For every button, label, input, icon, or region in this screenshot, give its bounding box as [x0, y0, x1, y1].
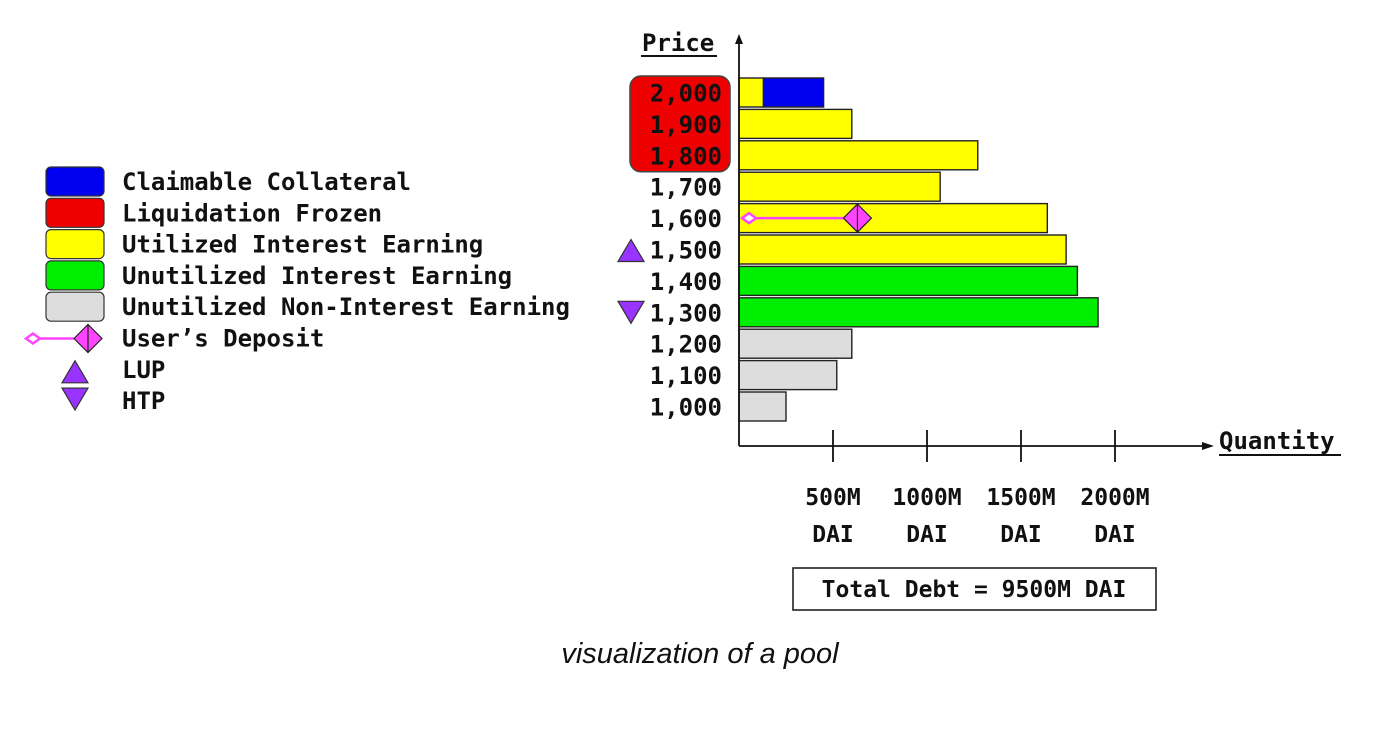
legend-item-utilized: Utilized Interest Earning	[45, 229, 483, 260]
legend-item-frozen: Liquidation Frozen	[45, 197, 382, 228]
pool-chart: 2,000 1,900 1,800 1,700 1,600 1,500 1,400 1,300…	[616, 29, 1341, 611]
markers-layer	[616, 203, 873, 325]
y-axis-arrow-icon	[735, 34, 743, 44]
x-tick-unit-1000m: DAI	[906, 522, 948, 548]
price-label-1-700: 1,700	[650, 174, 722, 202]
x-axis-arrow-icon	[1202, 442, 1214, 450]
price-label-1-400: 1,400	[650, 268, 722, 296]
x-axis-title: Quantity	[1219, 427, 1335, 455]
legend-label-claimable: Claimable Collateral	[122, 168, 411, 196]
total-debt-frame	[792, 567, 1157, 611]
legend-label-htp: HTP	[122, 387, 165, 415]
legend-label-utilized: Utilized Interest Earning	[122, 231, 483, 259]
legend-item-noninterest: Unutilized Non-Interest Earning	[45, 291, 570, 322]
bars-layer	[738, 77, 1099, 422]
price-label-1-200: 1,200	[650, 331, 722, 359]
legend: Claimable Collateral Liquidation Frozen Ut…	[23, 166, 570, 415]
legend-item-htp: HTP	[60, 387, 165, 415]
lup-marker-icon	[616, 238, 646, 263]
x-ticks: 500M DAI 1000M DAI 1500M DAI 2000M DAI	[805, 430, 1150, 548]
x-tick-unit-2000m: DAI	[1094, 522, 1136, 548]
x-tick-unit-500m: DAI	[812, 522, 854, 548]
legend-item-unutilized: Unutilized Interest Earning	[45, 260, 512, 291]
legend-swatch-frozen	[45, 197, 105, 228]
x-tick-unit-1500m: DAI	[1000, 522, 1042, 548]
price-label-1-500: 1,500	[650, 237, 722, 265]
frozen-price-highlight-layer	[629, 75, 731, 173]
liquidation-frozen-box	[629, 75, 731, 173]
bar-1-600-utilized	[738, 202, 1049, 234]
price-label-1-000: 1,000	[650, 394, 722, 422]
axes: Price Quantity	[641, 29, 1341, 456]
total-debt-label: Total Debt = 9500M DAI	[822, 577, 1127, 603]
legend-swatch-noninterest	[45, 291, 105, 322]
price-labels: 2,000 1,900 1,800 1,700 1,600 1,500 1,400 1,300…	[650, 80, 722, 422]
bar-1-500-utilized	[738, 234, 1067, 265]
legend-htp-triangle-icon	[60, 387, 90, 412]
x-tick-label-1000m: 1000M	[892, 485, 961, 511]
deposit-start-diamond-icon	[23, 331, 43, 346]
legend-swatch-claimable	[45, 166, 105, 197]
legend-item-claimable: Claimable Collateral	[45, 166, 411, 197]
bar-1-300-unutilized	[738, 297, 1099, 328]
legend-label-noninterest: Unutilized Non-Interest Earning	[122, 293, 570, 321]
legend-item-deposit: User’s Deposit	[23, 323, 324, 354]
total-debt-box: Total Debt = 9500M DAI	[792, 567, 1157, 611]
legend-label-lup: LUP	[122, 356, 165, 384]
price-label-1-300: 1,300	[650, 299, 722, 327]
price-label-1-800: 1,800	[650, 142, 722, 170]
bar-1-900-utilized	[738, 108, 853, 140]
figure-caption: visualization of a pool	[561, 638, 839, 670]
bar-1-800-utilized	[738, 140, 979, 171]
legend-deposit-marker-icon	[23, 323, 103, 354]
deposit-start-diamond-icon	[739, 211, 759, 225]
price-label-1-600: 1,600	[650, 205, 722, 233]
price-label-1-900: 1,900	[650, 111, 722, 139]
legend-swatch-utilized	[45, 229, 105, 260]
price-label-2-000: 2,000	[650, 80, 722, 108]
x-tick-label-500m: 500M	[805, 485, 860, 511]
bar-1-000-noninterest	[738, 391, 787, 422]
price-label-1-100: 1,100	[650, 362, 722, 390]
legend-swatch-unutilized	[45, 260, 105, 291]
legend-label-deposit: User’s Deposit	[122, 325, 324, 353]
bar-2-000-claimable	[762, 77, 825, 108]
htp-marker-icon	[616, 300, 646, 325]
legend-item-lup: LUP	[60, 356, 165, 384]
bar-2-000-utilized	[738, 77, 765, 108]
legend-label-unutilized: Unutilized Interest Earning	[122, 262, 512, 290]
legend-lup-triangle-icon	[60, 359, 90, 384]
bar-1-200-noninterest	[738, 328, 853, 359]
bar-1-100-noninterest	[738, 359, 838, 391]
y-axis-title: Price	[642, 29, 714, 57]
x-tick-label-1500m: 1500M	[986, 485, 1055, 511]
legend-label-frozen: Liquidation Frozen	[122, 199, 382, 227]
x-tick-label-2000m: 2000M	[1080, 485, 1149, 511]
bar-1-700-utilized	[738, 171, 941, 202]
bar-1-400-unutilized	[738, 265, 1079, 297]
user-deposit-marker	[739, 203, 873, 233]
